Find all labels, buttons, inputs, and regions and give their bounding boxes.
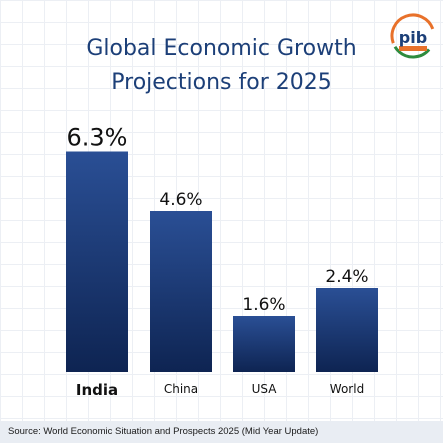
title-line-1: Global Economic Growth — [86, 36, 357, 61]
bar-india — [66, 151, 128, 372]
chart-title: Global Economic Growth Projections for 2… — [0, 32, 443, 100]
logo-text: pib — [399, 28, 427, 47]
value-label-india: 6.3% — [67, 124, 128, 152]
value-label-china: 4.6% — [159, 190, 202, 210]
category-label-usa: USA — [252, 382, 278, 396]
category-label-world: World — [330, 382, 364, 396]
category-label-india: India — [76, 381, 118, 399]
value-label-usa: 1.6% — [242, 295, 285, 315]
value-label-world: 2.4% — [325, 267, 368, 287]
pib-logo: pib — [390, 13, 436, 59]
category-label-china: China — [164, 382, 198, 396]
bar-usa — [233, 316, 295, 372]
bar-world — [316, 288, 378, 372]
bar-china — [150, 211, 212, 372]
title-line-2: Projections for 2025 — [111, 70, 332, 95]
source-note: Source: World Economic Situation and Pro… — [0, 421, 443, 443]
